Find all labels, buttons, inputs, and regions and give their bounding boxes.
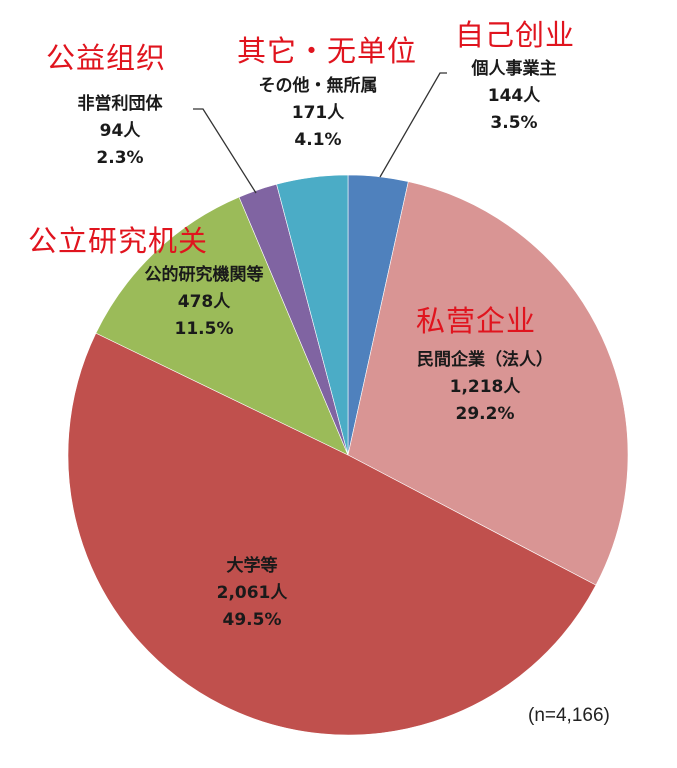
slice-count: 171人 [291,103,345,123]
data-label-public-research: 公的研究機関等 478人 11.5% [145,262,264,343]
annotation-nonprofit: 公益组织 [45,41,167,75]
data-label-nonprofit: 非営利団体 94人 2.3% [78,91,163,172]
slice-percent: 29.2% [455,404,515,424]
slice-count: 144人 [487,86,541,106]
slice-percent: 2.3% [96,148,144,168]
annotation-self-employed: 自己创业 [454,18,576,52]
pie-slice-private-company [347,181,629,586]
slice-count: 1,218人 [449,377,521,397]
leader-line-self-employed [379,72,447,178]
annotation-other: 其它・无单位 [236,34,418,68]
pie-slice-public-research [95,196,349,456]
slice-label: 非営利団体 [77,94,163,114]
leader-line-nonprofit [193,108,257,194]
slice-count: 2,061人 [216,583,288,603]
annotation-private-company: 私营企业 [415,304,537,338]
sample-size-note: (n=4,166) [528,705,610,726]
slice-percent: 3.5% [490,113,538,133]
data-label-private-company: 民間企業（法人） 1,218人 29.2% [417,347,553,428]
pie-slice-university [67,332,597,736]
slice-label: 公的研究機関等 [144,265,264,285]
annotation-public-research: 公立研究机关 [27,224,209,258]
slice-label: 民間企業（法人） [417,350,553,370]
slice-percent: 49.5% [222,610,282,630]
slice-count: 478人 [177,292,231,312]
slice-percent: 4.1% [294,130,342,150]
data-label-university: 大学等 2,061人 49.5% [217,553,288,634]
slice-count: 94人 [99,121,141,141]
data-label-other: その他・無所属 171人 4.1% [259,73,378,154]
leader-lines [193,72,447,194]
data-label-self-employed: 個人事業主 144人 3.5% [472,56,557,137]
pie-slices [67,174,629,736]
pie-slice-other [276,174,349,456]
slice-label: その他・無所属 [258,76,378,96]
slice-label: 大学等 [226,556,278,576]
slice-percent: 11.5% [174,319,234,339]
slice-label: 個人事業主 [471,59,557,79]
